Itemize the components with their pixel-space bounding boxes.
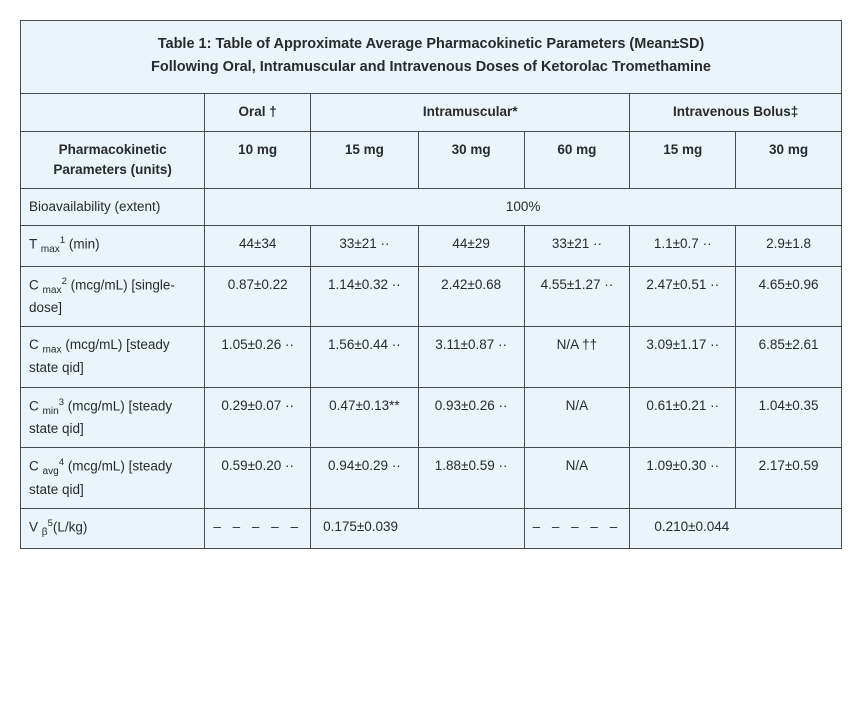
label-tmax: T max1 (min) [21,226,205,266]
cmin-ss-iv15: 0.61±0.21 ·· [630,387,736,448]
header-iv-30: 30 mg [736,131,841,189]
header-im: Intramuscular* [311,94,630,131]
cmax-single-im15: 1.14±0.32 ·· [311,266,419,327]
cmax-single-im60: 4.55±1.27 ·· [524,266,630,327]
cavg-ss-iv30: 2.17±0.59 [736,448,841,509]
title-line-1: Table 1: Table of Approximate Average Ph… [158,36,705,52]
pk-table: Oral † Intramuscular* Intravenous Bolus‡… [21,94,841,548]
header-iv-15: 15 mg [630,131,736,189]
row-cmin-ss: C min3 (mcg/mL) [steady state qid] 0.29±… [21,387,841,448]
header-im-15: 15 mg [311,131,419,189]
label-cmax-single: C max2 (mcg/mL) [single-dose] [21,266,205,327]
header-iv: Intravenous Bolus‡ [630,94,841,131]
vbeta-val-1: 0.175±0.039 [311,508,524,548]
cavg-ss-oral10: 0.59±0.20 ·· [205,448,311,509]
cmax-ss-im60: N/A †† [524,327,630,387]
header-param: Pharmacokinetic Parameters (units) [21,131,205,189]
cmax-single-im30: 2.42±0.68 [418,266,524,327]
header-im-30: 30 mg [418,131,524,189]
label-cmin-ss: C min3 (mcg/mL) [steady state qid] [21,387,205,448]
vbeta-dash-2: – – – – – [524,508,630,548]
row-cmax-ss: C max (mcg/mL) [steady state qid] 1.05±0… [21,327,841,387]
cmax-single-iv30: 4.65±0.96 [736,266,841,327]
cmin-ss-im30: 0.93±0.26 ·· [418,387,524,448]
label-vbeta: V β5(L/kg) [21,508,205,548]
cmax-ss-im15: 1.56±0.44 ·· [311,327,419,387]
cmin-ss-im60: N/A [524,387,630,448]
cmax-ss-iv30: 6.85±2.61 [736,327,841,387]
label-bioavail: Bioavailability (extent) [21,189,205,226]
row-cmax-single: C max2 (mcg/mL) [single-dose] 0.87±0.22 … [21,266,841,327]
tmax-oral10: 44±34 [205,226,311,266]
cavg-ss-im30: 1.88±0.59 ·· [418,448,524,509]
header-oral-10: 10 mg [205,131,311,189]
cmax-ss-oral10: 1.05±0.26 ·· [205,327,311,387]
tmax-iv30: 2.9±1.8 [736,226,841,266]
row-cavg-ss: C avg4 (mcg/mL) [steady state qid] 0.59±… [21,448,841,509]
tmax-im30: 44±29 [418,226,524,266]
cmax-single-oral10: 0.87±0.22 [205,266,311,327]
cmax-ss-im30: 3.11±0.87 ·· [418,327,524,387]
pk-table-container: Table 1: Table of Approximate Average Ph… [20,20,842,549]
vbeta-val-2: 0.210±0.044 [630,508,841,548]
dose-header-row: Pharmacokinetic Parameters (units) 10 mg… [21,131,841,189]
title-line-2: Following Oral, Intramuscular and Intrav… [151,59,711,75]
route-header-row: Oral † Intramuscular* Intravenous Bolus‡ [21,94,841,131]
value-bioavail: 100% [205,189,841,226]
header-im-60: 60 mg [524,131,630,189]
label-cmax-ss: C max (mcg/mL) [steady state qid] [21,327,205,387]
row-vbeta: V β5(L/kg) – – – – – 0.175±0.039 – – – –… [21,508,841,548]
header-blank [21,94,205,131]
cmax-single-iv15: 2.47±0.51 ·· [630,266,736,327]
tmax-im15: 33±21 ·· [311,226,419,266]
cavg-ss-im60: N/A [524,448,630,509]
cmax-ss-iv15: 3.09±1.17 ·· [630,327,736,387]
row-tmax: T max1 (min) 44±34 33±21 ·· 44±29 33±21 … [21,226,841,266]
table-title: Table 1: Table of Approximate Average Ph… [21,21,841,94]
tmax-im60: 33±21 ·· [524,226,630,266]
tmax-iv15: 1.1±0.7 ·· [630,226,736,266]
cavg-ss-iv15: 1.09±0.30 ·· [630,448,736,509]
cmin-ss-oral10: 0.29±0.07 ·· [205,387,311,448]
cmin-ss-iv30: 1.04±0.35 [736,387,841,448]
row-bioavailability: Bioavailability (extent) 100% [21,189,841,226]
cmin-ss-im15: 0.47±0.13** [311,387,419,448]
cavg-ss-im15: 0.94±0.29 ·· [311,448,419,509]
vbeta-dash-1: – – – – – [205,508,311,548]
label-cavg-ss: C avg4 (mcg/mL) [steady state qid] [21,448,205,509]
header-oral: Oral † [205,94,311,131]
